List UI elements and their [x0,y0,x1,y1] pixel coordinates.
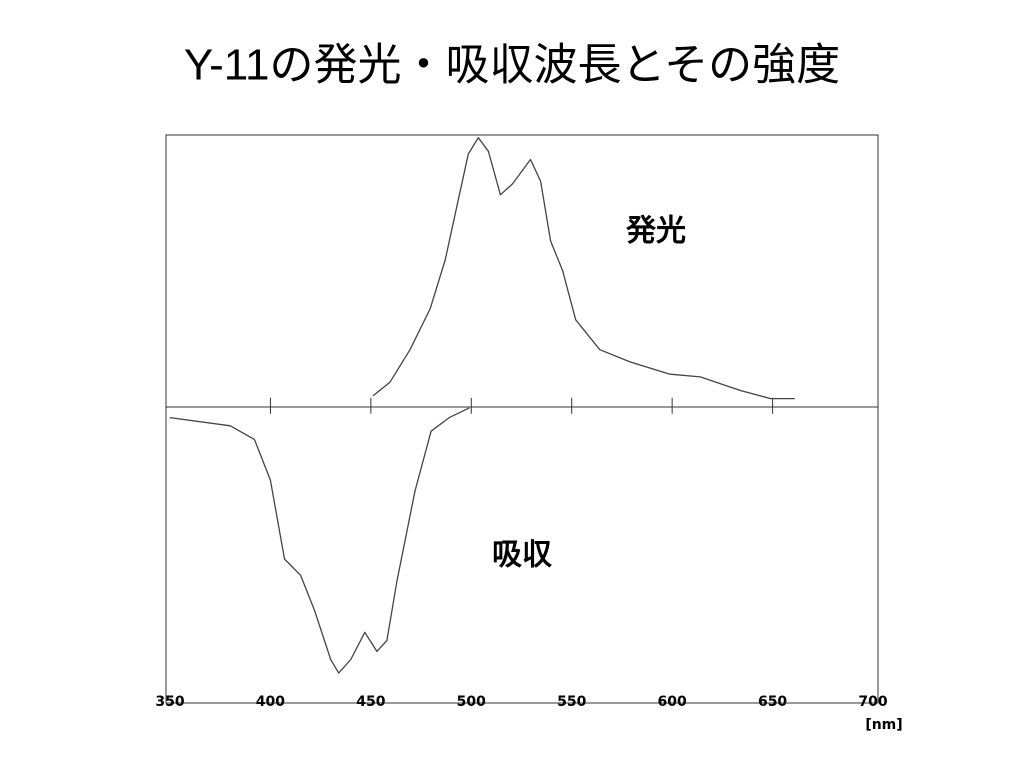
absorption-label: 吸収 [492,538,553,573]
x-tick-label: 400 [256,694,285,710]
x-tick-label: 500 [457,694,486,710]
x-tick-label: 600 [658,694,687,710]
x-tick-label: 550 [557,694,586,710]
data-line [372,137,795,400]
data-line [169,407,470,674]
emission-label: 発光 [625,214,686,249]
x-tick-label: 350 [155,694,184,710]
x-tick-label: 450 [356,694,385,710]
chart-title: Y-11の発光・吸収波長とその強度 [184,41,840,90]
x-tick-label: 700 [858,694,887,710]
x-axis-unit: [nm] [865,717,902,733]
x-tick-label: 650 [758,694,787,710]
plot-frame [165,134,879,704]
